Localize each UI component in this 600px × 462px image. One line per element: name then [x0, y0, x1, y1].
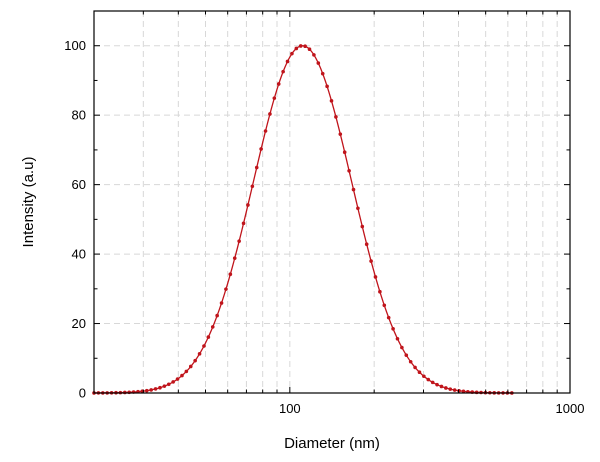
data-point — [457, 388, 461, 393]
data-point — [373, 275, 378, 279]
data-point — [426, 377, 431, 382]
data-point — [206, 335, 211, 339]
data-point — [360, 224, 365, 229]
data-point — [391, 327, 395, 331]
data-point — [400, 345, 404, 350]
y-tick-label: 100 — [64, 38, 86, 53]
data-point — [162, 384, 167, 388]
ticks — [93, 10, 571, 394]
data-point — [448, 387, 453, 391]
data-point — [193, 358, 197, 363]
data-point — [351, 187, 356, 192]
data-point — [219, 301, 224, 305]
data-point — [215, 313, 219, 318]
data-point — [347, 169, 351, 173]
data-point — [285, 59, 290, 64]
data-point — [276, 82, 281, 86]
data-point — [329, 99, 334, 103]
data-point — [246, 203, 250, 207]
data-point — [307, 47, 312, 51]
series-layer — [92, 44, 514, 395]
data-point — [232, 256, 237, 260]
data-point — [298, 44, 303, 48]
data-point — [180, 373, 184, 378]
data-point — [312, 53, 316, 57]
data-point — [364, 242, 369, 247]
data-point — [171, 380, 175, 384]
data-point — [268, 112, 272, 116]
data-point — [224, 287, 228, 291]
data-point — [413, 365, 417, 370]
data-point — [378, 289, 382, 294]
data-point — [237, 239, 241, 243]
data-point — [263, 129, 268, 133]
data-point — [184, 369, 189, 374]
data-point — [316, 61, 321, 65]
data-point — [334, 115, 338, 119]
data-point — [175, 377, 180, 381]
data-point — [338, 132, 343, 136]
data-point — [290, 51, 294, 56]
y-tick-label: 80 — [72, 108, 86, 123]
x-tick-label: 1000 — [556, 401, 585, 416]
data-point — [294, 46, 299, 51]
data-point — [461, 389, 466, 394]
grid — [94, 11, 570, 393]
data-point — [320, 71, 325, 76]
data-point — [228, 272, 233, 277]
data-point — [452, 388, 457, 392]
data-point — [395, 336, 400, 341]
data-point — [356, 206, 360, 211]
data-point — [444, 386, 448, 390]
data-point — [325, 84, 329, 89]
data-point — [144, 388, 149, 393]
x-axis-title: Diameter (nm) — [284, 435, 380, 452]
data-point — [254, 165, 259, 170]
data-point — [158, 385, 162, 390]
data-point — [202, 344, 206, 348]
data-point — [369, 259, 373, 263]
data-point — [210, 325, 215, 329]
data-point — [250, 184, 255, 189]
y-tick-label: 40 — [72, 247, 86, 262]
data-point — [408, 359, 413, 364]
y-tick-label: 60 — [72, 177, 86, 192]
data-point — [303, 44, 307, 49]
data-point — [188, 364, 193, 369]
data-point — [404, 353, 409, 357]
data-point — [430, 380, 435, 385]
data-point — [197, 352, 202, 356]
data-point — [241, 221, 246, 226]
data-point — [342, 150, 347, 155]
y-axis-title: Intensity (a.u) — [20, 157, 37, 248]
data-point — [422, 374, 426, 379]
data-point — [386, 315, 391, 320]
data-point — [166, 382, 171, 387]
data-point — [435, 382, 439, 387]
y-tick-label: 0 — [79, 386, 86, 401]
data-point — [281, 69, 285, 74]
tick-labels: 100 1000 0 20 40 60 80 100 — [64, 38, 584, 416]
data-point — [417, 370, 422, 375]
data-point — [272, 96, 277, 100]
data-point — [149, 388, 153, 392]
data-point — [382, 303, 387, 308]
data-point — [259, 147, 263, 151]
plot-frame — [93, 10, 571, 394]
series-line — [93, 45, 512, 394]
data-point — [439, 384, 444, 389]
data-point — [153, 387, 158, 391]
y-tick-label: 20 — [72, 316, 86, 331]
x-tick-label: 100 — [279, 401, 301, 416]
